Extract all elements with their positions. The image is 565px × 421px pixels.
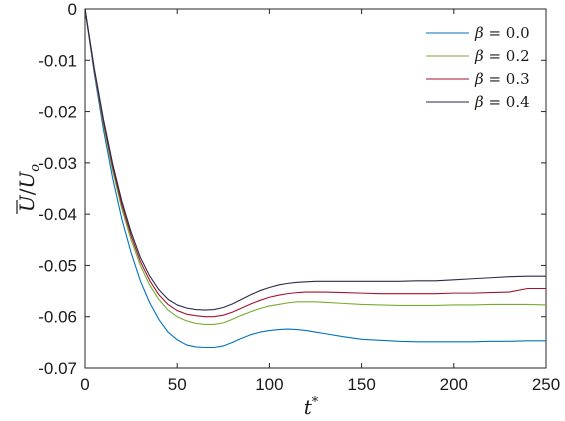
series-line-1 (84, 8, 547, 325)
x-tick-label: 150 (347, 375, 375, 394)
x-tick-label: 100 (255, 375, 283, 394)
x-axis-label: t* (304, 395, 319, 419)
plot-frame (84, 8, 547, 369)
y-tick-label: -0.06 (38, 308, 77, 327)
legend-label-2: β = 0.3 (474, 70, 530, 88)
svg-text:U/Uo: U/Uo (15, 164, 43, 212)
y-tick-label: -0.05 (38, 256, 77, 275)
plot-area (84, 8, 547, 369)
series-line-2 (84, 8, 546, 318)
series-group (84, 8, 547, 349)
x-tick-label: 200 (440, 375, 468, 394)
legend: β = 0.0 β = 0.2 β = 0.3 β = 0.4 (426, 24, 530, 111)
y-tick-label: -0.02 (38, 103, 77, 122)
legend-label-1: β = 0.2 (474, 47, 530, 65)
x-tick-label: 0 (80, 375, 89, 394)
y-tick-label: 0 (68, 0, 77, 19)
x-tick-label: 50 (168, 375, 187, 394)
series-line-0 (84, 8, 546, 349)
ticks-group: 0 50 100 150 200 250 0 -0.01 -0.02 -0.03 -0.04 -0.0… (38, 0, 560, 394)
y-axis-label: U/Uo (15, 164, 43, 214)
y-tick-label: -0.03 (38, 154, 77, 173)
legend-label-3: β = 0.4 (474, 93, 530, 111)
y-tick-label: -0.07 (38, 359, 77, 378)
y-tick-label: -0.04 (38, 205, 77, 224)
x-tick-label: 250 (532, 375, 560, 394)
series-line-3 (84, 8, 546, 311)
legend-label-0: β = 0.0 (474, 24, 530, 42)
y-tick-label: -0.01 (38, 51, 77, 70)
